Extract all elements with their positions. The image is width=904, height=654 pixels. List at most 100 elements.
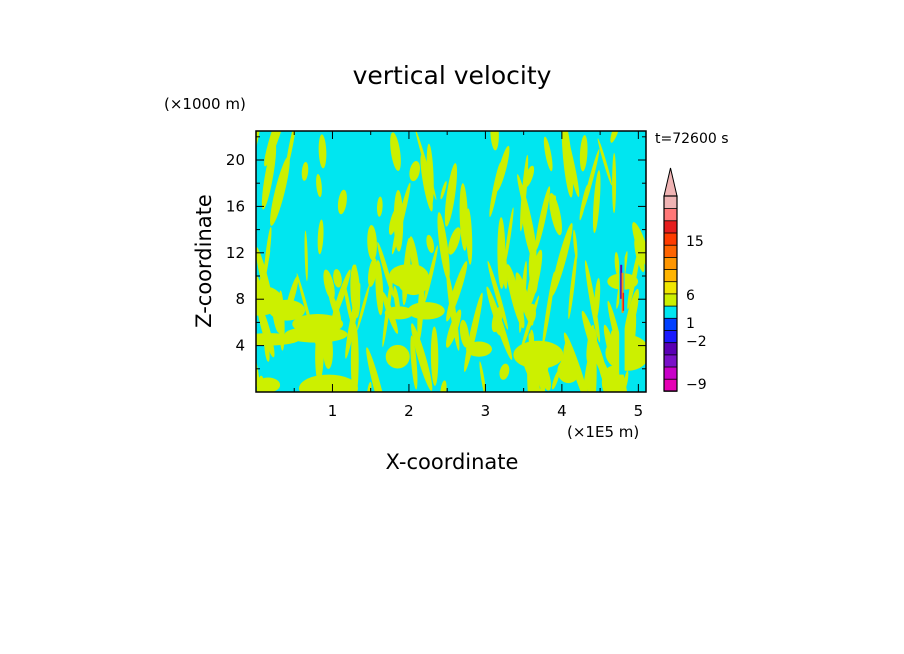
field-band <box>499 236 508 290</box>
x-tick-label: 3 <box>481 402 491 420</box>
colorbar <box>663 167 678 392</box>
chart-title: vertical velocity <box>353 61 552 90</box>
field-band <box>366 347 390 392</box>
field-band <box>440 380 447 392</box>
field-band <box>504 207 514 266</box>
field-blob <box>557 358 580 384</box>
colorbar-swatch <box>663 293 678 307</box>
field-band <box>560 131 580 198</box>
y-tick-label: 12 <box>226 244 245 262</box>
field-band <box>612 153 617 214</box>
field-band <box>517 174 535 237</box>
field-band <box>376 196 383 217</box>
colorbar-labels: 15 6 1 −2 −9 <box>686 234 707 393</box>
field-band <box>445 309 462 348</box>
colorbar-frame <box>663 195 678 392</box>
x-tick-label: 2 <box>404 402 414 420</box>
plot-frame <box>255 130 647 393</box>
y-axis-label: Z-coordinate <box>192 194 216 328</box>
colorbar-swatch <box>663 317 678 331</box>
field-blob <box>299 374 358 392</box>
field-blob <box>407 302 445 320</box>
field-band <box>542 271 555 346</box>
field-band <box>333 269 342 288</box>
colorbar-swatch <box>663 305 678 319</box>
field-blob <box>385 344 410 369</box>
field-band <box>393 190 404 252</box>
field-band <box>301 162 309 181</box>
velocity-anomaly <box>619 252 625 375</box>
field-band <box>318 134 327 169</box>
field-band <box>521 203 537 261</box>
field-band <box>499 363 510 380</box>
field-blob <box>397 264 430 296</box>
field-band <box>440 181 447 200</box>
field-band <box>513 283 526 309</box>
field-band <box>632 222 646 269</box>
field-band <box>420 154 433 212</box>
field-band <box>410 335 418 390</box>
field-band <box>459 319 470 348</box>
field-band <box>597 138 612 186</box>
colorbar-swatch <box>663 341 678 356</box>
field-band <box>390 132 401 172</box>
field-band <box>388 206 400 235</box>
field-band <box>543 136 553 172</box>
field-band <box>317 219 324 255</box>
field-band <box>446 261 468 322</box>
colorbar-label: 1 <box>686 316 695 332</box>
anomaly-negative <box>620 264 623 299</box>
axis-ticks <box>256 131 646 392</box>
y-tick-label: 20 <box>226 151 245 169</box>
field-band <box>263 226 272 281</box>
x-axis-label: X-coordinate <box>386 450 519 474</box>
field-band <box>343 281 353 326</box>
field-band <box>535 186 551 251</box>
field-band <box>579 184 588 221</box>
anomaly-peak <box>622 292 625 311</box>
field-band <box>367 225 377 261</box>
field-band <box>316 173 322 198</box>
field-band <box>487 260 509 330</box>
field-band <box>520 295 540 350</box>
field-band <box>337 189 347 215</box>
field-band <box>409 161 420 182</box>
field-band <box>466 208 473 265</box>
colorbar-swatch <box>663 329 678 344</box>
field-band <box>430 326 439 386</box>
y-unit-label: (×1000 m) <box>164 95 246 113</box>
field-band <box>437 212 450 281</box>
y-tick-labels: 4 8 12 16 20 <box>226 151 245 355</box>
field-blob <box>256 377 281 392</box>
x-tick-labels: 1 2 3 4 5 <box>328 402 643 420</box>
field-band <box>563 338 570 357</box>
field-band <box>549 192 563 236</box>
colorbar-swatch <box>663 219 678 234</box>
field-band <box>568 251 577 319</box>
plot-area <box>256 131 646 392</box>
colorbar-swatch <box>663 232 678 246</box>
colorbar-label: −9 <box>686 377 707 393</box>
field-blob <box>284 326 348 343</box>
colorbar-swatch <box>663 378 678 392</box>
field-band <box>350 264 361 319</box>
field-band <box>448 227 461 255</box>
colorbar-swatch <box>663 268 678 283</box>
field-band <box>592 170 601 234</box>
field-band <box>285 131 297 172</box>
field-band <box>584 260 601 343</box>
field-band <box>583 333 597 392</box>
colorbar-label: 15 <box>686 234 704 250</box>
field-band <box>367 381 372 392</box>
field-band <box>591 332 607 375</box>
field-band <box>573 229 578 260</box>
x-tick-label: 4 <box>557 402 567 420</box>
x-unit-label: (×1E5 m) <box>567 423 639 441</box>
field-band <box>614 252 620 276</box>
time-label: t=72600 s <box>655 131 729 147</box>
field-band <box>579 135 588 172</box>
field-band <box>270 156 290 226</box>
field-band <box>331 269 351 322</box>
colorbar-extend-arrow <box>663 167 678 197</box>
